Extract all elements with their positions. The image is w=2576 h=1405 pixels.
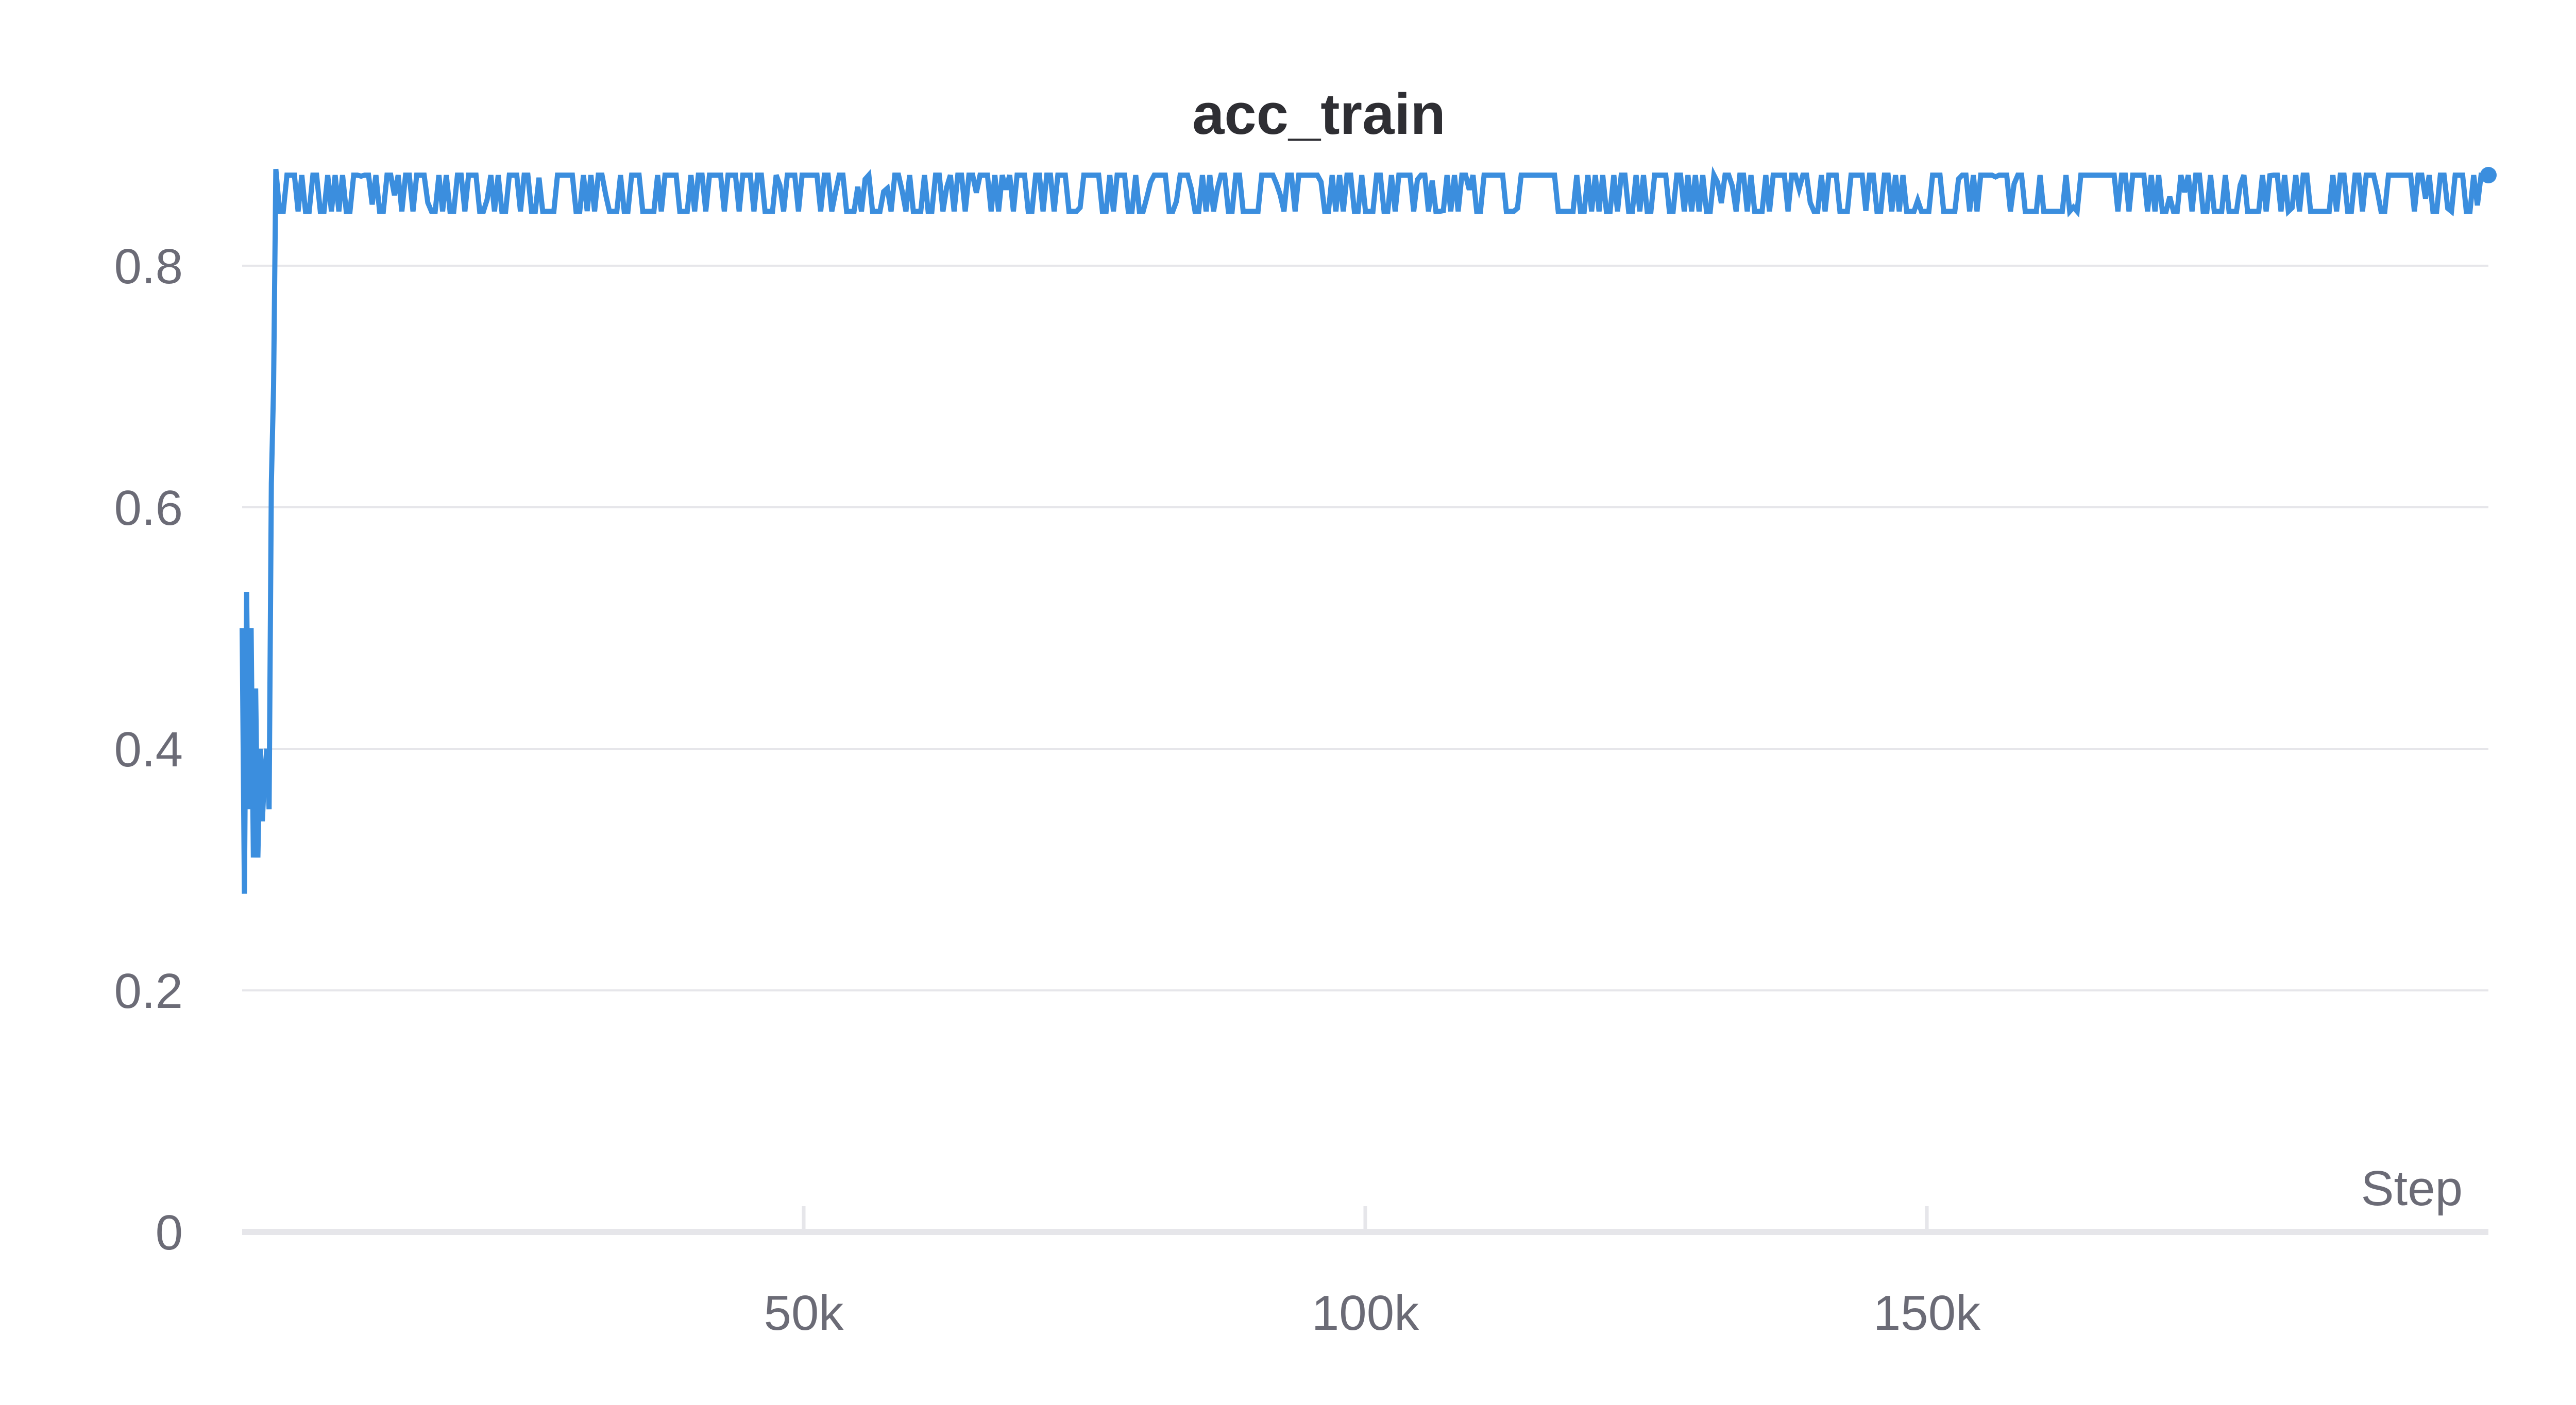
y-axis-ticks: 0 0.2 0.4 0.6 0.8 [114,239,183,1260]
plot-area [240,166,2497,894]
x-tick-label: 150k [1873,1286,1981,1341]
series-last-point [2480,167,2497,183]
y-tick-label: 0.4 [114,722,183,777]
y-tick-label: 0.8 [114,239,183,294]
y-tick-label: 0.6 [114,481,183,536]
x-axis-ticks: 50k 100k 150k [764,1206,1981,1341]
series-line-acc-train [240,166,2484,894]
y-tick-label: 0 [156,1205,183,1260]
x-tick-label: 100k [1312,1286,1419,1341]
grid-lines [242,264,2488,991]
x-tick-label: 50k [764,1286,844,1341]
x-axis-label: Step [2361,1161,2463,1216]
chart-title: acc_train [1192,82,1446,146]
y-tick-label: 0.2 [114,964,183,1019]
